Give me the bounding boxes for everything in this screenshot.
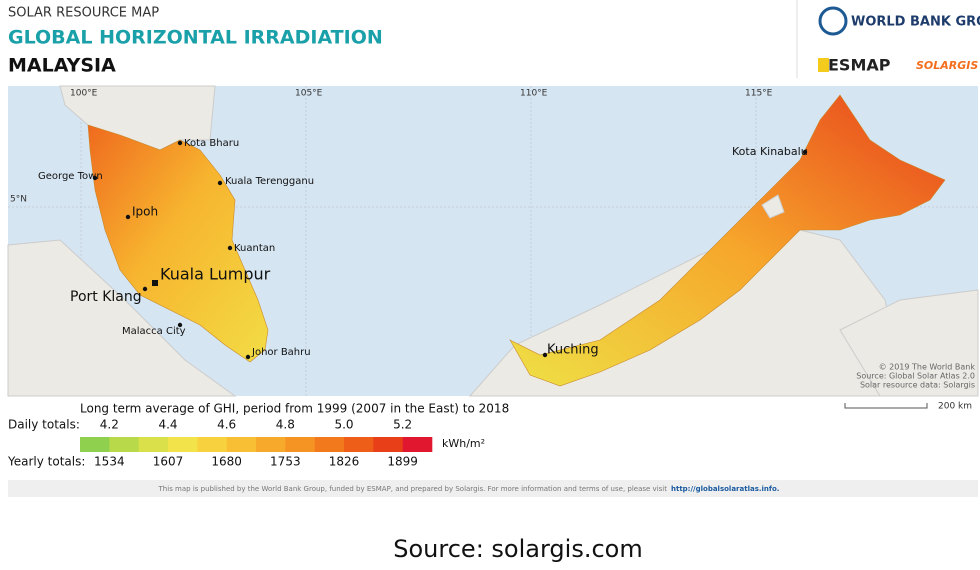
footer-link[interactable]: http://globalsolaratlas.info. (671, 485, 779, 493)
city-label: Malacca City (122, 326, 186, 337)
daily-value: 4.4 (158, 418, 177, 432)
legend-swatch (256, 437, 286, 452)
city-label: Kota Bharu (184, 138, 239, 149)
legend-swatch (226, 437, 257, 452)
legend-swatch (373, 437, 403, 452)
east-malaysia (509, 94, 946, 387)
map: 100°E 105°E 110°E 115°E 5°N Kota Bharu Kuala… (7, 85, 979, 397)
daily-value: 5.2 (393, 418, 412, 432)
yearly-value: 1826 (329, 455, 360, 469)
city-dot (227, 245, 233, 251)
legend-swatch (402, 437, 433, 452)
city-label: Ipoh (132, 205, 158, 219)
footer-notice: This map is published by the World Bank … (158, 485, 668, 493)
longitude-label: 100°E (70, 89, 98, 99)
daily-value: 4.2 (100, 418, 119, 432)
graticule-labels: 100°E 105°E 110°E 115°E (70, 89, 773, 99)
yearly-value: 1607 (153, 455, 184, 469)
yearly-value: 1753 (270, 455, 301, 469)
daily-value: 4.6 (217, 418, 236, 432)
cities: Kota Bharu Kuala Terengganu George Town Ipo… (38, 138, 808, 360)
yearly-label: Yearly totals: (7, 455, 85, 469)
brunei (761, 194, 785, 219)
city-dot (152, 280, 158, 286)
country: MALAYSIA (8, 55, 116, 77)
latitude-label: 5°N (10, 195, 27, 205)
legend: 4.2 4.4 4.6 4.8 5.0 5.2 1534 1607 1680 1753 1826 18… (80, 418, 433, 469)
city-label: Kota Kinabalu (732, 145, 808, 158)
city-label: Johor Bahru (251, 347, 311, 358)
sumatra (7, 239, 237, 397)
sulawesi (839, 289, 979, 397)
city-label: Kuching (547, 343, 599, 358)
scale-label: 200 km (938, 402, 972, 412)
attribution: © 2019 The World Bank (879, 363, 976, 372)
yearly-value: 1534 (94, 455, 125, 469)
city-dot (92, 175, 98, 181)
legend-swatch (168, 437, 198, 452)
city-label: Kuala Terengganu (225, 176, 314, 187)
city-dot (802, 149, 808, 155)
solargis-name: SOLARGIS (916, 59, 978, 72)
yearly-value: 1899 (387, 455, 418, 469)
city-label: Port Klang (70, 289, 142, 305)
longitude-label: 105°E (295, 89, 323, 99)
city-dot (245, 354, 251, 360)
longitude-label: 110°E (520, 89, 548, 99)
daily-value: 5.0 (334, 418, 353, 432)
esmap-logo (818, 58, 829, 72)
legend-swatch (109, 437, 139, 452)
city-label: Kuantan (234, 243, 275, 254)
yearly-value: 1680 (211, 455, 242, 469)
wb-name: WORLD BANK GROUP (851, 15, 980, 30)
daily-label: Daily totals: (8, 418, 80, 432)
legend-swatch (285, 437, 315, 452)
source: Source: solargis.com (393, 535, 642, 563)
city-label: Kuala Lumpur (160, 265, 271, 284)
attribution: Source: Global Solar Atlas 2.0 (856, 372, 975, 381)
peninsular-malaysia (87, 124, 269, 363)
city-dot (125, 214, 131, 220)
city-dot (177, 322, 183, 328)
city-dot (142, 286, 148, 292)
city-dot (177, 140, 183, 146)
scale-bar (844, 403, 928, 409)
city-dot (217, 180, 223, 186)
title: GLOBAL HORIZONTAL IRRADIATION (8, 27, 383, 49)
footer-bar (8, 480, 978, 497)
category: SOLAR RESOURCE MAP (8, 6, 159, 21)
legend-swatch (80, 437, 110, 452)
unit: kWh/m² (442, 437, 485, 450)
legend-swatch (197, 437, 227, 452)
wb-logo (818, 6, 848, 36)
legend-swatch (138, 437, 169, 452)
legend-title: Long term average of GHI, period from 19… (80, 402, 509, 416)
legend-swatch (344, 437, 374, 452)
longitude-label: 115°E (745, 89, 773, 99)
daily-value: 4.8 (276, 418, 295, 432)
city-label: George Town (38, 171, 103, 182)
attribution: Solar resource data: Solargis (860, 381, 975, 390)
esmap-name: ESMAP (828, 56, 891, 75)
city-dot (542, 352, 548, 358)
legend-swatch (314, 437, 345, 452)
